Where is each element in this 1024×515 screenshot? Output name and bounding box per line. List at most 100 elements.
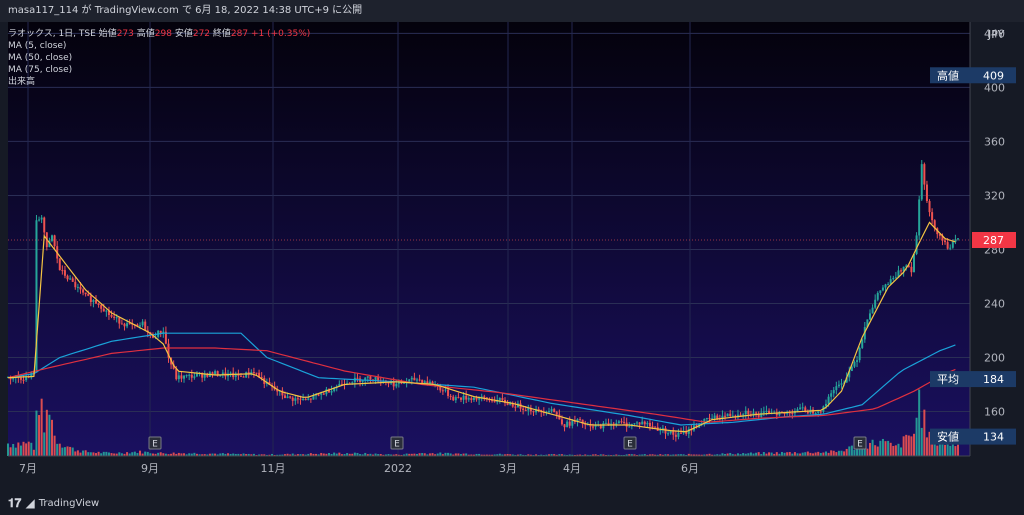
candle-body (604, 422, 607, 424)
last-price-box (972, 232, 1016, 248)
candle-body (736, 414, 739, 416)
candle-body (322, 393, 325, 395)
volume-bar (387, 454, 390, 456)
candle-body (123, 323, 126, 327)
volume-bar (713, 454, 716, 456)
volume-bar (439, 452, 442, 456)
candle-body (58, 258, 61, 271)
volume-bar (126, 452, 129, 456)
volume-bar (594, 454, 597, 456)
open-value: 273 (116, 29, 134, 39)
volume-bar (480, 454, 483, 456)
symbol-label: ラオックス, 1日, TSE (8, 29, 96, 39)
volume-bar (185, 454, 188, 456)
volume-bar (12, 443, 15, 456)
volume-bar (866, 448, 869, 456)
volume-bar (628, 454, 631, 456)
volume-bar (832, 450, 835, 456)
volume-bar (175, 453, 178, 456)
candle-body (480, 396, 483, 399)
candle-body (708, 417, 711, 419)
volume-bar (250, 454, 253, 456)
candle-body (951, 242, 954, 248)
candle-body (441, 390, 444, 392)
candle-body (421, 379, 424, 383)
volume-bar (470, 454, 473, 456)
volume-bar (408, 453, 411, 456)
candle-body (868, 313, 871, 320)
candle-body (459, 397, 462, 400)
indicator-volume[interactable]: 出来高 (8, 77, 36, 87)
candle-body (747, 410, 750, 415)
indicator-ma50[interactable]: MA (50, close) (8, 53, 73, 63)
volume-bar (263, 454, 266, 456)
candle-body (830, 393, 833, 397)
volume-bar (504, 454, 507, 456)
candle-body (498, 398, 501, 400)
candle-body (151, 335, 154, 338)
candle-body (685, 430, 688, 434)
volume-bar (936, 445, 939, 456)
candle-body (687, 428, 690, 434)
candle-body (501, 398, 504, 400)
volume-bar (330, 453, 333, 456)
volume-bar (180, 453, 183, 456)
candle-body (294, 398, 297, 401)
earnings-marker-label: E (152, 440, 158, 450)
volume-bar (496, 454, 499, 456)
volume-bar (56, 443, 59, 456)
volume-bar (374, 453, 377, 456)
volume-bar (643, 454, 646, 456)
candle-body (465, 395, 468, 400)
volume-bar (749, 452, 752, 456)
candle-body (74, 281, 77, 288)
candle-body (219, 375, 222, 377)
indicator-ma75[interactable]: MA (75, close) (8, 65, 73, 75)
volume-bar (529, 454, 532, 456)
volume-bar (760, 454, 763, 456)
candle-body (646, 422, 649, 425)
candle-body (856, 360, 859, 362)
candle-body (95, 300, 98, 304)
candle-body (167, 343, 170, 358)
volume-bar (227, 453, 230, 456)
volume-bar (752, 453, 755, 456)
low-label: 安値 (174, 29, 193, 39)
volume-bar (690, 454, 693, 456)
indicator-ma5[interactable]: MA (5, close) (8, 41, 67, 51)
candle-body (183, 375, 186, 379)
volume-bar (809, 452, 812, 456)
volume-bar (206, 454, 209, 456)
candle-body (493, 401, 496, 403)
candle-body (144, 321, 147, 331)
candle-body (76, 286, 79, 288)
volume-bar (799, 453, 802, 456)
candle-body (659, 430, 662, 432)
candle-body (566, 421, 569, 428)
candle-body (374, 376, 377, 381)
candle-body (82, 289, 85, 293)
candle-body (105, 310, 108, 312)
candle-body (907, 265, 910, 267)
volume-bar (887, 440, 890, 456)
candle-body (752, 412, 755, 416)
candle-body (957, 238, 959, 240)
volume-bar (245, 454, 248, 456)
volume-bar (708, 453, 711, 456)
candle-body (576, 419, 579, 422)
volume-bar (739, 454, 742, 456)
volume-bar (778, 453, 781, 456)
candle-body (470, 398, 473, 401)
candle-body (827, 396, 830, 404)
candle-body (804, 407, 807, 412)
candle-body (848, 371, 851, 378)
candle-body (920, 164, 923, 200)
volume-bar (775, 452, 778, 456)
candle-body (760, 412, 763, 417)
candle-body (918, 199, 921, 236)
volume-bar (664, 454, 667, 456)
candle-body (615, 423, 618, 426)
volume-bar (382, 454, 385, 456)
candle-body (535, 408, 538, 413)
